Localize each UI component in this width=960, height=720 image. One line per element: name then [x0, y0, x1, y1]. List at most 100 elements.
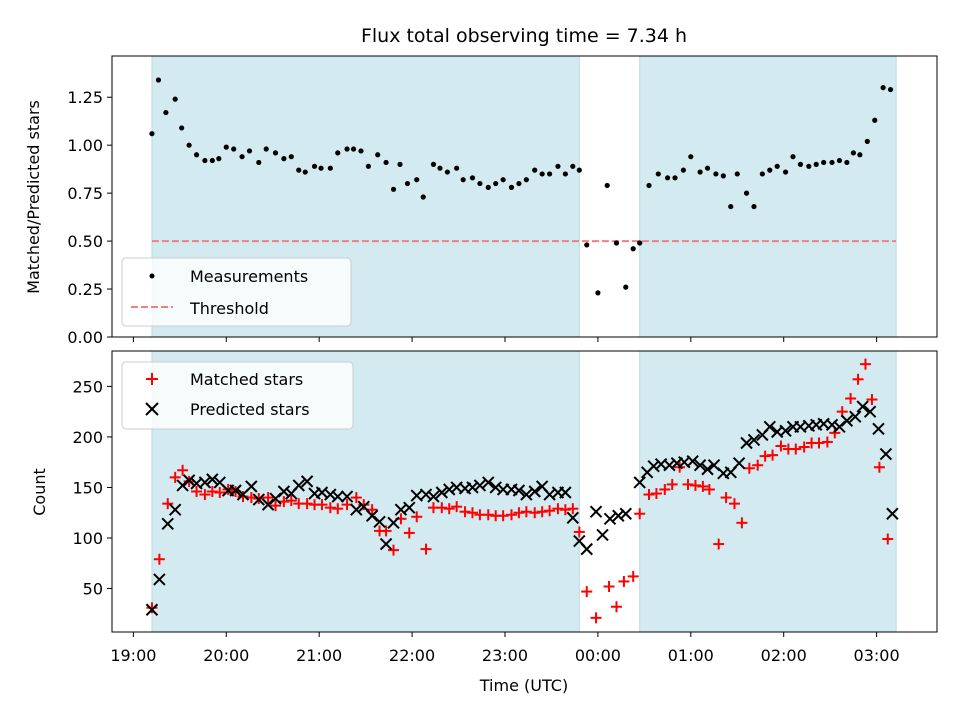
- matched-star-point: [866, 394, 878, 406]
- measurement-point: [790, 154, 796, 160]
- predicted-star-point: [435, 486, 449, 499]
- y-tick-label: 0.00: [67, 328, 103, 347]
- measurement-point: [759, 171, 765, 177]
- predicted-star-point: [443, 483, 456, 496]
- matched-star-point: [482, 509, 494, 521]
- predicted-star-point: [693, 459, 707, 472]
- measurement-point: [246, 148, 253, 154]
- predicted-star-point: [252, 493, 265, 506]
- x-tick-label: 01:00: [668, 646, 714, 665]
- matched-star-point: [634, 508, 646, 520]
- measurement-point: [390, 186, 397, 192]
- measurement-point: [887, 86, 894, 93]
- measurement-point: [734, 171, 740, 177]
- measurement-point: [688, 154, 694, 160]
- measurement-point: [311, 163, 318, 169]
- matched-star-point: [350, 492, 362, 504]
- measurement-point: [630, 246, 636, 252]
- shaded-interval: [639, 55, 897, 338]
- matched-star-point: [590, 612, 602, 624]
- measurement-point: [239, 154, 245, 160]
- predicted-star-point: [473, 479, 487, 492]
- matched-star-point: [301, 498, 313, 510]
- measurement-point: [880, 85, 886, 91]
- measurement-point: [469, 175, 476, 181]
- matched-star-point: [650, 488, 662, 500]
- predicted-star-point: [419, 488, 433, 501]
- matched-star-point: [728, 498, 740, 510]
- measurement-point: [813, 161, 819, 167]
- matched-star-point: [443, 503, 455, 515]
- measurement-point: [350, 146, 357, 152]
- matched-star-point: [520, 506, 532, 518]
- measurement-point: [288, 154, 294, 160]
- measurement-point: [613, 240, 620, 246]
- predicted-star-point: [245, 480, 258, 493]
- predicted-star-point: [863, 405, 877, 418]
- predicted-star-point: [596, 528, 609, 542]
- predicted-star-point: [403, 501, 416, 514]
- matched-star-point: [697, 480, 709, 492]
- predicted-star-point: [647, 460, 660, 473]
- bottom-x-ticks: 19:00 20:00 21:00 22:00 23:00 00:00 01:00 02:00…: [110, 632, 900, 665]
- matched-star-point: [177, 464, 189, 476]
- measurement-point: [155, 77, 162, 83]
- measurement-point: [864, 138, 870, 144]
- measurement-point: [272, 150, 279, 156]
- measurement-point: [623, 284, 629, 290]
- measurement-point: [595, 290, 601, 296]
- measurement-point: [202, 157, 208, 164]
- measurement-point: [302, 169, 308, 175]
- predicted-star-point: [740, 436, 753, 450]
- measurement-point: [383, 159, 389, 166]
- top-panel: 0.00 0.25 0.50 0.75 1.00 1.25 Matched/Predict…: [24, 55, 938, 347]
- y-tick-label: 1.25: [67, 88, 103, 107]
- y-tick-label: 0.75: [67, 184, 103, 203]
- matched-star-point: [682, 478, 694, 490]
- matched-star-point: [689, 479, 701, 491]
- measurement-point: [516, 180, 522, 187]
- matched-star-point: [703, 483, 715, 495]
- matched-star-point: [529, 507, 541, 519]
- measurement-point: [672, 175, 678, 181]
- shaded-interval: [639, 350, 897, 633]
- matched-star-point: [420, 543, 432, 555]
- predicted-star-point: [559, 486, 572, 499]
- measurement-point: [523, 177, 529, 183]
- measurement-point: [751, 203, 757, 210]
- measurement-point: [460, 177, 466, 183]
- predicted-star-point: [153, 573, 166, 586]
- matched-star-point: [743, 462, 755, 474]
- matched-star-point: [332, 503, 344, 515]
- y-tick-label: 100: [72, 529, 103, 548]
- measurement-point: [193, 152, 200, 158]
- matched-star-point: [720, 492, 732, 504]
- matched-star-point: [752, 459, 764, 471]
- predicted-star-point: [872, 422, 885, 436]
- predicted-star-point: [663, 459, 676, 472]
- measurement-point: [704, 165, 711, 171]
- top-legend: Measurements Threshold: [121, 257, 352, 327]
- measurement-point: [437, 165, 443, 171]
- x-tick-label: 21:00: [296, 646, 342, 665]
- measurement-point: [500, 177, 506, 183]
- predicted-star-point: [277, 485, 291, 498]
- x-tick-label: 00:00: [575, 646, 621, 665]
- predicted-star-point: [747, 433, 761, 447]
- matched-star-point: [790, 443, 802, 455]
- predicted-star-point: [732, 456, 746, 470]
- measurement-point: [576, 167, 582, 173]
- bottom-legend: Matched stars Predicted stars: [121, 361, 354, 430]
- matched-star-point: [813, 437, 825, 449]
- legend-label-predicted: Predicted stars: [190, 400, 310, 419]
- measurement-point: [216, 156, 222, 162]
- matched-star-point: [237, 491, 249, 503]
- matched-star-point: [146, 602, 158, 614]
- measurement-point: [420, 194, 426, 200]
- predicted-star-point: [580, 542, 593, 556]
- predicted-star-point: [619, 507, 632, 520]
- top-axes-frame: [111, 55, 938, 338]
- predicted-star-point: [168, 503, 182, 516]
- measurement-point: [743, 190, 750, 196]
- measurement-point: [318, 165, 324, 171]
